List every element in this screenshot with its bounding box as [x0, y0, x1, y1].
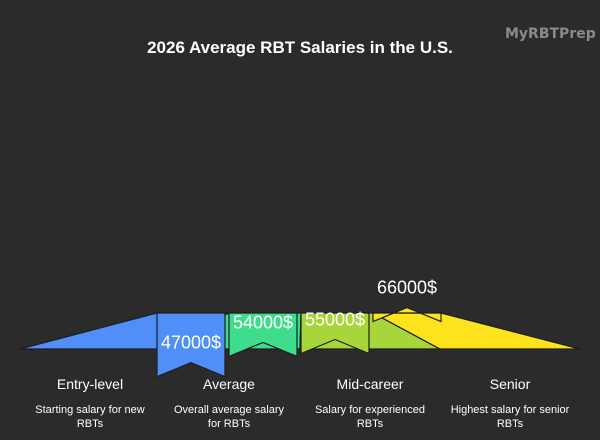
category-description-4-line-2: RBTs — [497, 418, 524, 430]
bar-1 — [156, 312, 226, 378]
value-label-2: 54000$ — [233, 312, 293, 332]
brand-watermark: MyRBTPrep — [505, 26, 596, 42]
chart-title: 2026 Average RBT Salaries in the U.S. — [147, 38, 453, 57]
category-label-3: Mid-career — [337, 376, 404, 392]
value-label-1: 47000$ — [161, 333, 221, 353]
category-label-4: Senior — [490, 376, 531, 392]
bar-3 — [300, 312, 370, 355]
category-description-1-line-2: RBTs — [77, 418, 104, 430]
value-label-4: 66000$ — [377, 278, 437, 298]
label-layer: 47000$ 54000$ 55000$ 66000$ Entry-level Start… — [35, 278, 569, 430]
category-description-2-line-1: Overall average salary — [174, 404, 285, 416]
bar-4 — [372, 307, 442, 323]
bar-layer — [156, 307, 442, 378]
category-description-3-line-2: RBTs — [357, 418, 384, 430]
value-label-3: 55000$ — [305, 310, 365, 330]
category-description-3-line-1: Salary for experienced — [315, 404, 425, 416]
bar-2 — [228, 312, 298, 357]
category-label-1: Entry-level — [57, 376, 123, 392]
category-description-4-line-1: Highest salary for senior — [451, 404, 570, 416]
category-description-2-line-2: for RBTs — [208, 418, 251, 430]
category-description-1-line-1: Starting salary for new — [35, 404, 144, 416]
category-label-2: Average — [203, 376, 255, 392]
